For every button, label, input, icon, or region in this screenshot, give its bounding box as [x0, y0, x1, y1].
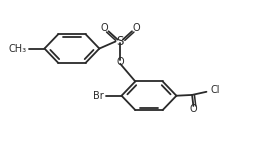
Text: O: O — [190, 104, 197, 114]
Text: O: O — [101, 23, 109, 33]
Text: Cl: Cl — [210, 85, 220, 95]
Text: O: O — [132, 23, 140, 33]
Text: S: S — [117, 35, 124, 48]
Text: Br: Br — [92, 91, 103, 101]
Text: CH₃: CH₃ — [8, 44, 26, 54]
Text: O: O — [116, 57, 124, 67]
